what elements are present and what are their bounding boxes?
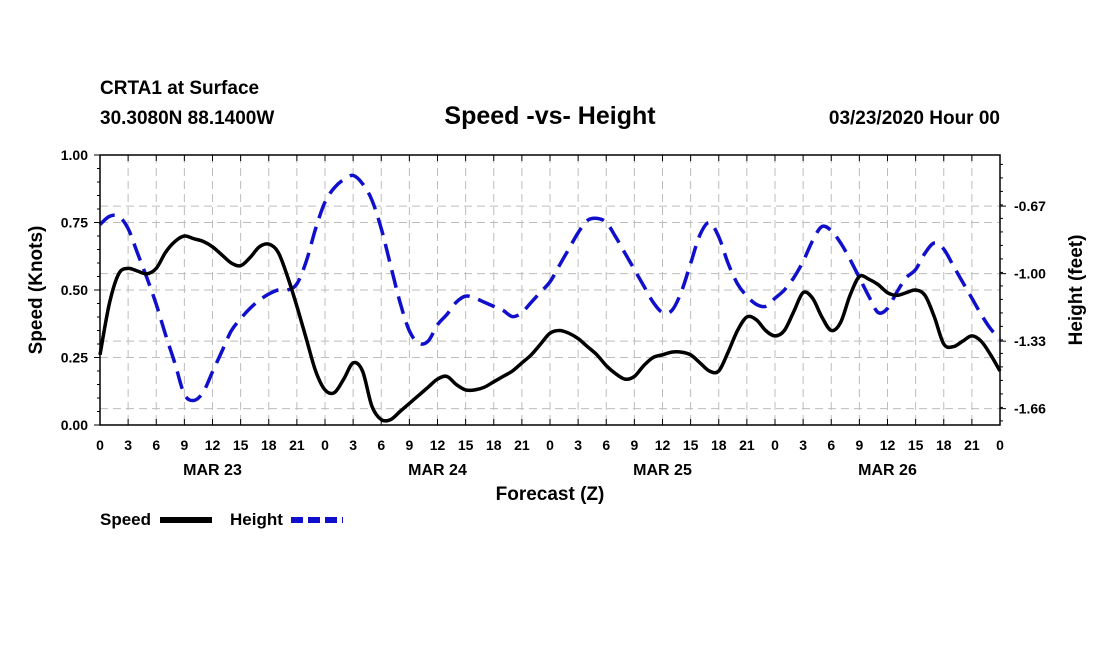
y-left-tick-label: 0.75 (61, 215, 88, 231)
speed-series-line (98, 234, 1002, 423)
x-tick-label: 12 (655, 437, 671, 453)
y-axis-right-title: Height (feet) (1066, 235, 1087, 346)
x-tick-label: 0 (771, 437, 779, 453)
x-tick-label: 15 (233, 437, 249, 453)
x-tick-label: 9 (855, 437, 863, 453)
x-tick-label: 12 (430, 437, 446, 453)
x-tick-label: 0 (996, 437, 1004, 453)
x-tick-label: 21 (739, 437, 755, 453)
axis-labels: 0 3 6 9 12 15 18 21 0 3 6 9 12 15 18 21 0 3 6 9 12 15 18 21 0 3 6 9… (61, 147, 1046, 479)
x-tick-label: 15 (458, 437, 474, 453)
x-tick-label: 12 (880, 437, 896, 453)
x-tick-label: 6 (377, 437, 385, 453)
run-label: 03/23/2020 Hour 00 (829, 108, 1000, 129)
x-tick-label: 21 (964, 437, 980, 453)
y-left-tick-label: 0.25 (61, 350, 88, 366)
y-left-tick-label: 0.00 (61, 417, 88, 433)
x-tick-label: 21 (514, 437, 530, 453)
series-lines (98, 173, 1002, 423)
location-label: 30.3080N 88.1400W (100, 108, 274, 129)
y-right-tick-label: -1.33 (1014, 333, 1046, 349)
y-right-tick-label: -1.00 (1014, 266, 1046, 282)
x-tick-label: 0 (321, 437, 329, 453)
plot-frame (99, 154, 1001, 426)
date-label: MAR 26 (858, 462, 917, 479)
date-label: MAR 25 (633, 462, 692, 479)
x-tick-label: 9 (630, 437, 638, 453)
x-tick-label: 18 (936, 437, 952, 453)
x-tick-label: 18 (486, 437, 502, 453)
station-label: CRTA1 at Surface (100, 78, 259, 99)
height-series-line (98, 173, 1002, 403)
x-axis-title: Forecast (Z) (496, 484, 605, 505)
x-tick-label: 6 (602, 437, 610, 453)
x-tick-label: 12 (205, 437, 221, 453)
y-axis-left-title: Speed (Knots) (26, 226, 47, 355)
y-right-tick-label: -0.67 (1014, 198, 1046, 214)
x-tick-label: 3 (799, 437, 807, 453)
x-tick-label: 9 (180, 437, 188, 453)
x-tick-label: 3 (574, 437, 582, 453)
x-tick-label: 15 (683, 437, 699, 453)
x-tick-label: 9 (405, 437, 413, 453)
x-tick-label: 3 (124, 437, 132, 453)
legend-label-height: Height (230, 510, 283, 529)
x-tick-label: 18 (261, 437, 277, 453)
y-left-tick-label: 1.00 (61, 147, 88, 163)
legend: Speed Height (100, 510, 343, 529)
x-tick-label: 21 (289, 437, 305, 453)
chart-title: Speed -vs- Height (444, 102, 656, 130)
date-label: MAR 23 (183, 462, 242, 479)
y-left-tick-label: 0.50 (61, 282, 88, 298)
x-tick-label: 15 (908, 437, 924, 453)
x-tick-label: 0 (96, 437, 104, 453)
y-right-tick-label: -1.66 (1014, 401, 1046, 417)
x-tick-label: 18 (711, 437, 727, 453)
x-tick-label: 3 (349, 437, 357, 453)
date-label: MAR 24 (408, 462, 467, 479)
legend-label-speed: Speed (100, 510, 151, 529)
x-tick-label: 0 (546, 437, 554, 453)
x-tick-label: 6 (827, 437, 835, 453)
x-tick-label: 6 (152, 437, 160, 453)
